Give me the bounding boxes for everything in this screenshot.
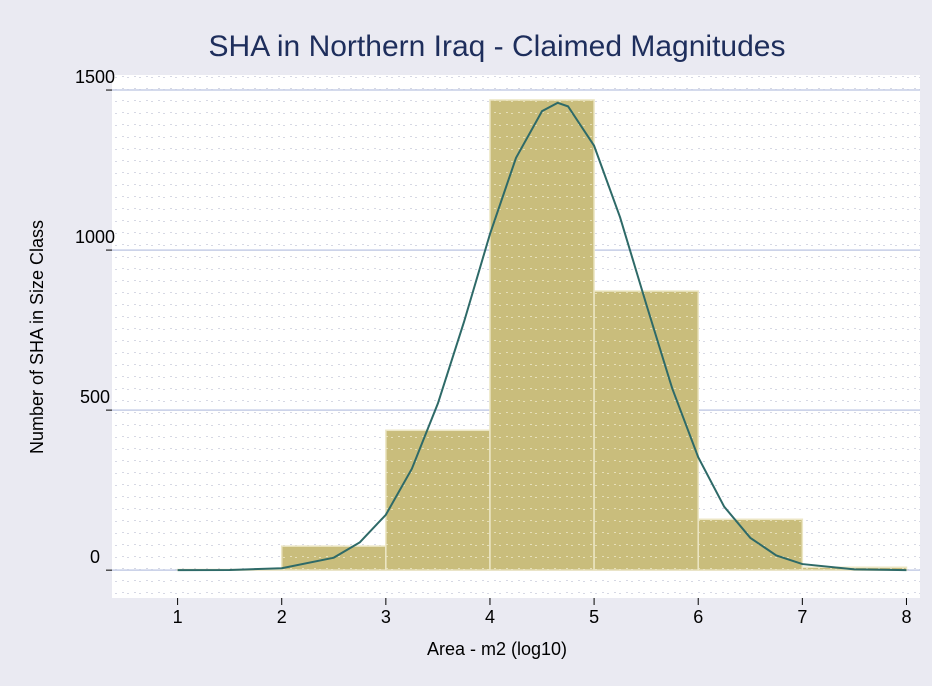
- density-curve: [177, 101, 907, 572]
- chart-title: SHA in Northern Iraq - Claimed Magnitude…: [209, 30, 786, 63]
- x-tick-label: 5: [589, 607, 599, 627]
- x-tick-label: 7: [797, 607, 807, 627]
- bar: [697, 518, 804, 571]
- y-tick-label: 500: [80, 387, 110, 407]
- x-tick-label: 2: [277, 607, 287, 627]
- bar: [489, 99, 595, 571]
- x-tick-label: 4: [485, 607, 495, 627]
- x-tick-label: 3: [381, 607, 391, 627]
- bar: [385, 429, 491, 571]
- bar: [593, 290, 699, 571]
- x-axis-label: Area - m2 (log10): [427, 639, 567, 659]
- y-tick-label: 1000: [75, 227, 115, 247]
- x-tick-label: 6: [693, 607, 703, 627]
- y-tick-label: 0: [90, 547, 100, 567]
- y-tick-label: 1500: [75, 67, 115, 87]
- x-tick-label: 8: [901, 607, 911, 627]
- x-tick-label: 1: [173, 607, 183, 627]
- y-axis-label: Number of SHA in Size Class: [27, 220, 47, 454]
